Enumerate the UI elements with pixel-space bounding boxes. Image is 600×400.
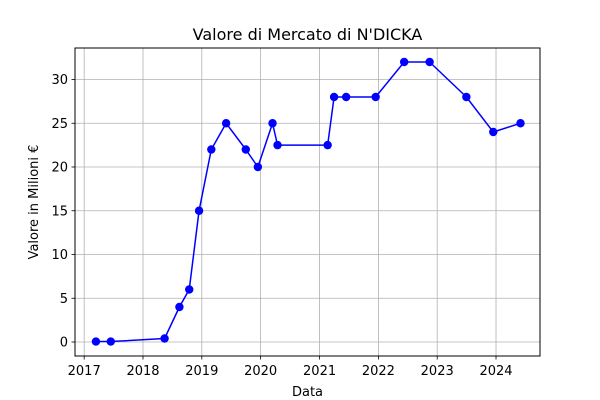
y-tick-label: 5 (60, 292, 68, 307)
data-point (241, 145, 250, 154)
data-point (399, 57, 409, 67)
data-point (341, 92, 351, 102)
data-point (489, 127, 498, 137)
data-point (106, 337, 115, 346)
chart-title: Valore di Mercato di N'DICKA (193, 25, 423, 44)
x-axis-label: Data (292, 385, 323, 400)
y-tick-label: 30 (51, 73, 68, 88)
x-tick-label: 2018 (126, 364, 159, 379)
data-point (91, 337, 101, 346)
data-point (194, 206, 204, 215)
y-tick-label: 25 (51, 117, 68, 132)
y-axis: 0 5 10 15 20 25 30 (51, 73, 75, 351)
x-tick-label: 2020 (244, 364, 277, 379)
y-tick-label: 15 (51, 204, 68, 219)
x-tick-label: 2021 (303, 364, 336, 379)
data-point (462, 92, 471, 102)
data-point (221, 119, 231, 128)
data-point (329, 92, 339, 102)
data-point (323, 140, 332, 150)
data-point (175, 302, 184, 312)
data-point (273, 140, 282, 150)
series-line (95, 61, 521, 343)
y-axis-label: Valore in Milioni € (27, 145, 42, 260)
data-point (160, 334, 169, 343)
x-tick-label: 2023 (421, 364, 454, 379)
data-point (185, 285, 194, 294)
x-axis: 2017 2018 2019 2020 2021 2022 2023 2024 (68, 356, 513, 379)
data-point (371, 92, 380, 102)
x-tick-label: 2019 (185, 364, 218, 379)
data-point (425, 57, 434, 67)
x-tick-label: 2024 (479, 364, 512, 379)
x-tick-label: 2022 (362, 364, 395, 379)
data-point (516, 119, 525, 128)
y-tick-label: 10 (51, 248, 68, 263)
data-point (268, 119, 277, 128)
y-tick-label: 20 (51, 161, 68, 176)
series-layer (91, 57, 525, 346)
grid (75, 48, 540, 356)
x-tick-label: 2017 (68, 364, 101, 379)
plot-area-frame (74, 47, 541, 357)
data-point (253, 162, 263, 172)
data-point (207, 145, 216, 154)
y-tick-label: 0 (60, 336, 68, 351)
